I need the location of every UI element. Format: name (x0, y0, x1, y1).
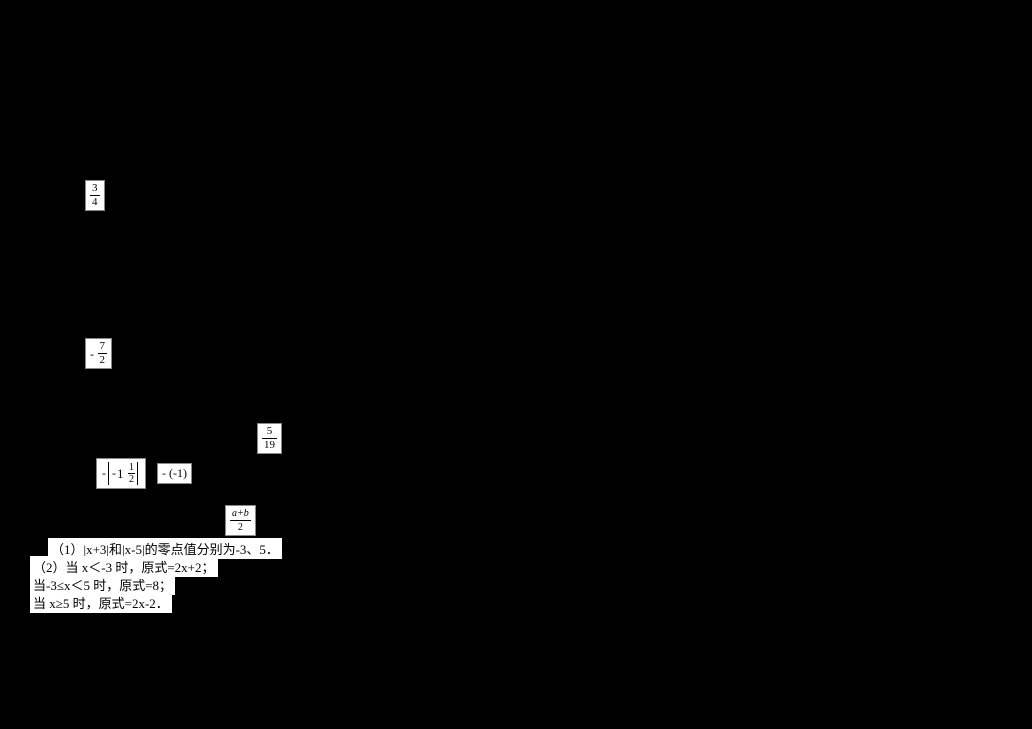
fraction-neg-7-2: - 7 2 (85, 338, 112, 369)
outer-neg: - (102, 466, 106, 481)
trailing-paren: (-1) (169, 466, 187, 480)
numerator: 3 (90, 183, 100, 196)
numerator: 1 (128, 462, 135, 474)
answer-line-4: 当 x≥5 时，原式=2x-2． (30, 592, 172, 613)
trailing-term: - (-1) (157, 463, 192, 484)
numerator: 5 (262, 426, 277, 439)
fraction-aplusb-2: a+b 2 (225, 505, 256, 536)
whole-part: 1 (117, 466, 124, 482)
fraction-box: 3 4 (85, 180, 105, 211)
abs-bar (108, 462, 109, 485)
text-content: 当 x≥5 时，原式=2x-2． (30, 592, 172, 613)
fraction-box: a+b 2 (225, 505, 256, 536)
trailing-sign: - (162, 466, 166, 480)
fraction-5-19: 5 19 (257, 423, 282, 454)
denominator: 2 (98, 354, 108, 366)
fraction-box: 5 19 (257, 423, 282, 454)
numerator: a+b (230, 508, 251, 521)
denominator: 4 (90, 196, 100, 208)
denominator: 2 (128, 474, 135, 485)
compound-expression: - - 1 1 2 - (-1) (96, 458, 192, 489)
numerator: 7 (98, 341, 108, 354)
mixed-number: 1 1 2 (117, 462, 135, 485)
fraction-3-4: 3 4 (85, 180, 105, 211)
abs-bar (137, 462, 138, 485)
abs-box: - - 1 1 2 (96, 458, 146, 489)
denominator: 19 (262, 439, 277, 451)
fraction-part: 1 2 (128, 462, 135, 485)
denominator: 2 (230, 521, 251, 533)
sign: - (90, 348, 94, 360)
fraction-box: - 7 2 (85, 338, 112, 369)
